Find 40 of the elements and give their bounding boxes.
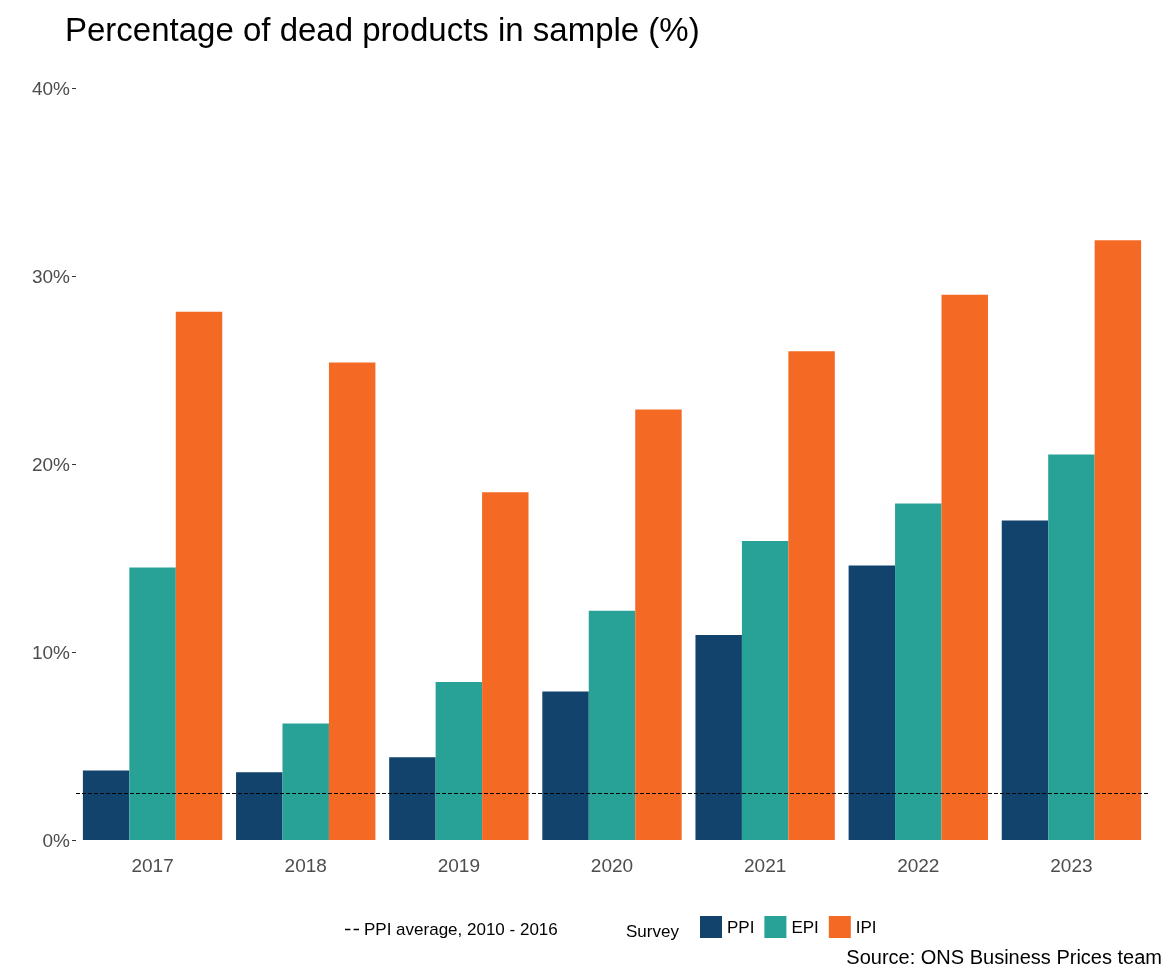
y-tick-label: 30% bbox=[31, 265, 71, 287]
x-tick-label: 2020 bbox=[590, 855, 634, 876]
bar bbox=[1094, 240, 1142, 840]
bar bbox=[542, 691, 589, 840]
y-tick-label: 40% bbox=[31, 77, 71, 99]
bar bbox=[848, 565, 896, 840]
bar bbox=[482, 492, 529, 840]
bar bbox=[1048, 454, 1095, 840]
bar bbox=[635, 409, 682, 840]
x-tick-label: 2018 bbox=[284, 855, 327, 876]
bar bbox=[895, 503, 942, 840]
bar bbox=[328, 362, 376, 840]
source-note: Source: ONS Business Prices team bbox=[846, 946, 1163, 968]
bar bbox=[282, 723, 329, 840]
x-tick-label: 2019 bbox=[437, 855, 480, 876]
legend-label: IPI bbox=[855, 917, 877, 937]
x-tick-label: 2023 bbox=[1050, 855, 1093, 876]
chart-title: Percentage of dead products in sample (%) bbox=[65, 11, 700, 48]
bar bbox=[236, 772, 283, 840]
bar bbox=[435, 682, 483, 840]
bar bbox=[695, 635, 742, 840]
y-tick-label: 20% bbox=[31, 453, 71, 475]
bar bbox=[82, 770, 130, 840]
bar bbox=[788, 351, 835, 840]
x-tick-label: 2021 bbox=[744, 855, 787, 876]
x-tick-label: 2022 bbox=[897, 855, 940, 876]
bar bbox=[389, 757, 436, 840]
bar bbox=[941, 294, 988, 840]
bar bbox=[588, 610, 636, 840]
bar bbox=[175, 311, 223, 840]
legend-label: PPI average, 2010 - 2016 bbox=[364, 920, 558, 939]
x-tick-label: 2017 bbox=[131, 855, 174, 876]
y-tick-label: 10% bbox=[31, 641, 71, 663]
bar bbox=[1001, 520, 1049, 840]
y-tick-label: 0% bbox=[42, 829, 71, 851]
legend-label: PPI bbox=[727, 917, 755, 937]
bar bbox=[741, 541, 789, 840]
bar bbox=[129, 567, 176, 840]
legend-label: EPI bbox=[791, 917, 819, 937]
legend-title: Survey bbox=[626, 922, 680, 941]
